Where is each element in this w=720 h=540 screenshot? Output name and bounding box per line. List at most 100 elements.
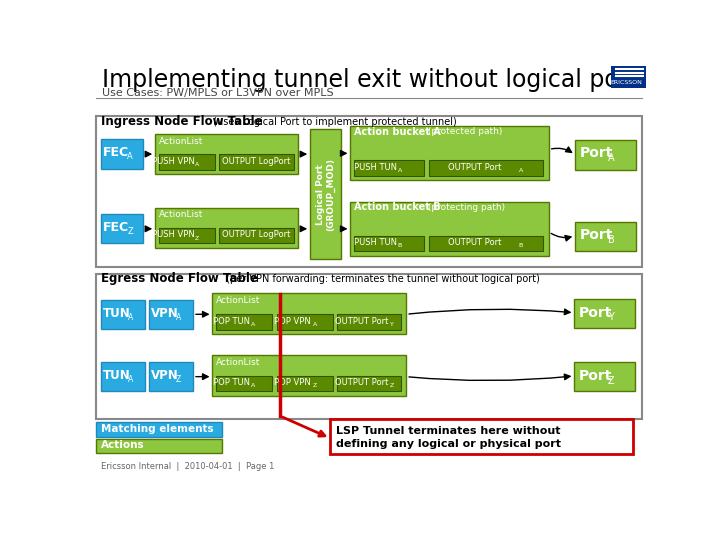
Text: Z: Z [608,375,614,386]
Text: Z: Z [195,235,199,240]
Text: Egress Node Flow Table: Egress Node Flow Table [101,272,258,285]
FancyBboxPatch shape [354,160,424,176]
Text: Port: Port [580,228,613,242]
Text: Ingress Node Flow Table: Ingress Node Flow Table [101,115,263,129]
FancyBboxPatch shape [212,294,406,334]
FancyBboxPatch shape [101,362,145,392]
Text: OUTPUT LogPort: OUTPUT LogPort [222,157,290,166]
FancyBboxPatch shape [101,139,143,168]
FancyBboxPatch shape [216,376,272,392]
Text: OUTPUT Port: OUTPUT Port [335,379,388,387]
FancyBboxPatch shape [351,126,549,180]
Text: ActionList: ActionList [216,357,261,367]
Text: A: A [127,152,133,161]
Text: B: B [519,243,523,248]
Text: A: A [127,313,133,322]
Text: B: B [398,243,402,248]
Text: VPN: VPN [150,369,179,382]
Text: A: A [398,168,402,173]
FancyBboxPatch shape [212,355,406,396]
Text: OUTPUT Port: OUTPUT Port [335,316,388,326]
FancyBboxPatch shape [575,222,636,251]
Text: Actions: Actions [101,440,145,450]
Text: (per VPN forwarding: terminates the tunnel without logical port): (per VPN forwarding: terminates the tunn… [223,274,540,284]
FancyBboxPatch shape [337,376,401,392]
Text: A: A [519,168,523,173]
Text: PUSH TUN: PUSH TUN [354,163,397,172]
FancyBboxPatch shape [216,314,272,330]
FancyBboxPatch shape [149,300,193,329]
Text: Y: Y [390,322,394,327]
Text: OUTPUT LogPort: OUTPUT LogPort [222,231,290,239]
FancyBboxPatch shape [96,422,222,437]
FancyBboxPatch shape [149,362,193,392]
FancyBboxPatch shape [159,228,215,244]
Text: A: A [195,161,199,167]
Text: Z: Z [127,227,133,235]
Text: PUSH VPN: PUSH VPN [153,157,195,166]
FancyBboxPatch shape [219,154,294,170]
FancyBboxPatch shape [330,419,632,455]
Text: FEC: FEC [103,221,130,234]
FancyBboxPatch shape [351,202,549,256]
Text: TUN: TUN [102,307,130,320]
Text: Action bucket B: Action bucket B [354,202,441,212]
FancyBboxPatch shape [219,228,294,244]
FancyBboxPatch shape [276,314,333,330]
Text: A: A [608,153,615,163]
Text: ActionList: ActionList [159,211,203,219]
FancyBboxPatch shape [337,314,401,330]
FancyBboxPatch shape [428,160,544,176]
Text: Z: Z [390,383,395,388]
FancyBboxPatch shape [611,66,647,88]
Text: VPN: VPN [150,307,179,320]
FancyBboxPatch shape [101,214,143,244]
Text: ActionList: ActionList [216,296,261,305]
Text: Action bucket A: Action bucket A [354,127,441,137]
Text: Matching elements: Matching elements [101,424,213,434]
Text: PUSH TUN: PUSH TUN [354,238,397,247]
Text: Logical Port
(GROUP_MOD): Logical Port (GROUP_MOD) [316,158,336,231]
Text: A: A [312,322,317,327]
Text: defining any logical or physical port: defining any logical or physical port [336,438,562,449]
Text: Port: Port [580,146,613,160]
Text: Z: Z [312,383,317,388]
Text: ERICSSON: ERICSSON [611,80,642,85]
FancyBboxPatch shape [428,236,544,251]
Text: A: A [251,322,256,327]
Text: A: A [176,313,181,322]
Text: Z: Z [176,375,181,384]
Text: LSP Tunnel terminates here without: LSP Tunnel terminates here without [336,426,561,436]
FancyBboxPatch shape [155,208,299,248]
FancyBboxPatch shape [575,140,636,170]
Text: PUSH VPN: PUSH VPN [153,231,195,239]
Text: POP VPN: POP VPN [274,316,310,326]
Text: A: A [127,375,133,384]
FancyBboxPatch shape [101,300,145,329]
Text: OUTPUT Port: OUTPUT Port [449,163,502,172]
Text: Implementing tunnel exit without logical port: Implementing tunnel exit without logical… [102,68,637,92]
FancyBboxPatch shape [354,236,424,251]
Text: (protecting path): (protecting path) [425,202,505,212]
Text: A: A [251,383,256,388]
Text: TUN: TUN [102,369,130,382]
Text: Port: Port [579,369,612,383]
FancyBboxPatch shape [575,362,635,392]
Text: POP TUN: POP TUN [212,379,250,387]
Text: Ericsson Internal  |  2010-04-01  |  Page 1: Ericsson Internal | 2010-04-01 | Page 1 [101,462,274,471]
FancyBboxPatch shape [155,134,299,174]
FancyBboxPatch shape [96,116,642,267]
Text: POP VPN: POP VPN [274,379,310,387]
Text: (protected path): (protected path) [425,127,502,136]
FancyBboxPatch shape [96,274,642,419]
Text: OUTPUT Port: OUTPUT Port [449,238,502,247]
Text: Y: Y [608,312,613,322]
FancyBboxPatch shape [310,130,341,259]
Text: B: B [608,234,615,245]
FancyBboxPatch shape [276,376,333,392]
Text: Use Cases: PW/MPLS or L3VPN over MPLS: Use Cases: PW/MPLS or L3VPN over MPLS [102,87,333,98]
Text: POP TUN: POP TUN [212,316,250,326]
Text: ActionList: ActionList [159,137,203,146]
Text: (uses Logical Port to implement protected tunnel): (uses Logical Port to implement protecte… [210,117,457,127]
FancyBboxPatch shape [96,439,222,453]
